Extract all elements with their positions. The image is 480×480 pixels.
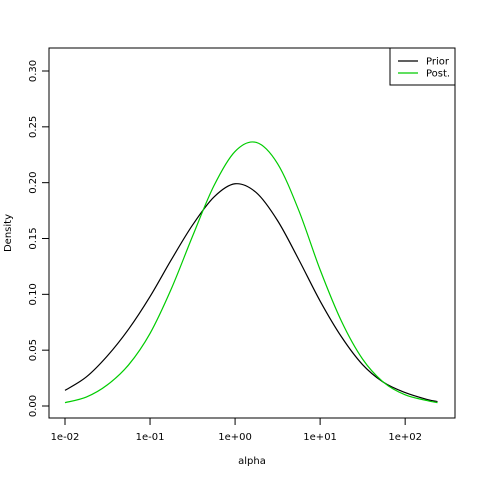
- plot-frame: [48, 47, 456, 419]
- x-axis-label: alpha: [238, 456, 266, 467]
- y-tick-label: 0.30: [28, 60, 39, 82]
- x-tick-label: 1e+01: [303, 432, 337, 443]
- legend-label: Post.: [426, 69, 450, 80]
- x-tick-label: 1e-01: [136, 432, 165, 443]
- series-line-post: [64, 141, 438, 404]
- y-tick-label: 0.05: [28, 339, 39, 361]
- legend-label: Prior: [426, 57, 450, 68]
- y-tick-label: 0.00: [28, 395, 39, 417]
- y-tick-label: 0.10: [28, 283, 39, 305]
- plot-layer: 1e-02 1e-01 1e+00 1e+01 1e+02 0.00 0.05 0.10 0.1…: [3, 47, 456, 467]
- x-tick-label: 1e+02: [388, 432, 422, 443]
- y-tick-label: 0.20: [28, 172, 39, 194]
- legend-box: [389, 47, 456, 86]
- x-tick-label: 1e+00: [218, 432, 252, 443]
- y-tick-label: 0.15: [28, 227, 39, 249]
- x-tick-label: 1e-02: [51, 432, 80, 443]
- y-tick-label: 0.25: [28, 116, 39, 138]
- y-axis-label: Density: [3, 214, 14, 252]
- series-line-prior: [64, 183, 438, 403]
